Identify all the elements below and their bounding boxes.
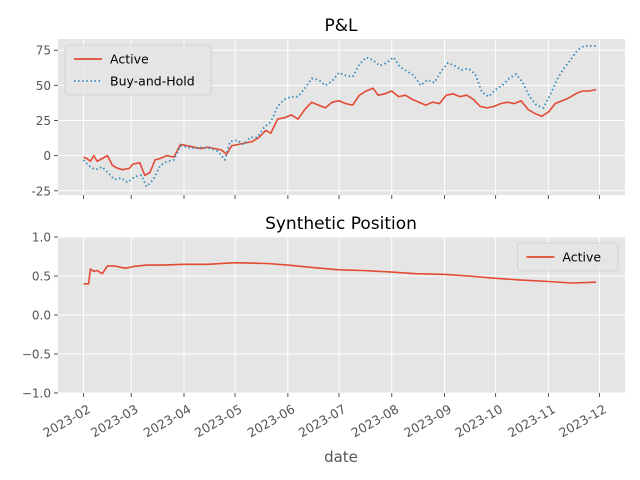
legend-box: [64, 44, 212, 96]
legend-label: Buy-and-Hold: [110, 74, 195, 89]
y-tick-label: 0.5: [32, 270, 51, 284]
y-tick-label: 1.0: [32, 231, 51, 245]
position-series: [83, 261, 597, 285]
position-y-tick-labels: −1.0 −0.5 0.0 0.5 1.0: [22, 231, 58, 401]
y-tick-label: 50: [36, 79, 51, 93]
y-tick-label: −0.5: [22, 348, 51, 362]
y-tick-label: −1.0: [22, 387, 51, 401]
series-line-active: [83, 87, 597, 177]
position-x-tick-marks: [83, 393, 600, 397]
pnl-panel: -25 0 25 50 75 P&L Active Buy-and-Hold: [31, 16, 625, 199]
y-tick-label: -25: [31, 184, 51, 198]
pnl-title: P&L: [325, 16, 359, 36]
legend-label: Active: [110, 52, 149, 67]
y-tick-label: 0: [43, 149, 51, 163]
position-y-gridlines: [58, 236, 625, 394]
x-axis-label: date: [324, 448, 358, 466]
position-legend: Active: [517, 242, 619, 272]
series-line-buy-and-hold: [82, 45, 597, 188]
legend-label: Active: [562, 250, 601, 265]
position-title: Synthetic Position: [265, 214, 417, 234]
pnl-y-tick-labels: -25 0 25 50 75: [31, 44, 58, 198]
pnl-legend: Active Buy-and-Hold: [64, 44, 212, 96]
legend-box: [517, 242, 619, 272]
y-tick-label: 0.0: [32, 309, 51, 323]
y-tick-label: 25: [36, 114, 51, 128]
pnl-x-tick-marks: [83, 195, 600, 199]
y-tick-label: 75: [36, 44, 51, 58]
series-line-active: [83, 261, 597, 285]
pnl-series: [82, 45, 597, 188]
